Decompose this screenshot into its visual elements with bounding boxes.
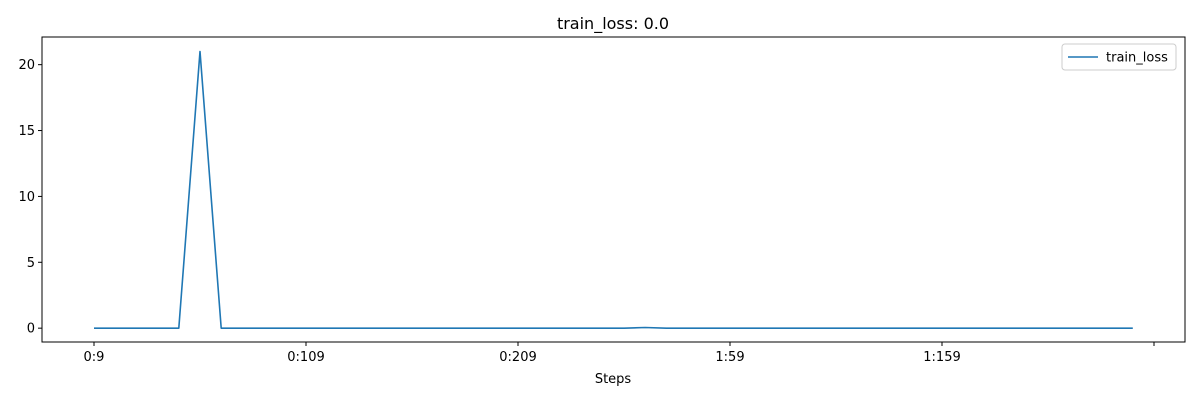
y-tick-label-4: 20 <box>18 58 35 73</box>
x-tick-label-1: 0:109 <box>287 350 324 365</box>
x-tick-label-4: 1:159 <box>923 350 960 365</box>
series-line-0 <box>94 50 1133 329</box>
chart-title: train_loss: 0.0 <box>557 14 669 34</box>
legend-box <box>1061 43 1177 71</box>
y-tick-label-1: 5 <box>27 256 35 271</box>
x-tick-label-3: 1:59 <box>715 350 744 365</box>
y-tick-label-2: 10 <box>18 190 35 205</box>
x-tick-label-0: 0:9 <box>84 350 105 365</box>
x-axis-label: Steps <box>595 372 632 387</box>
x-tick-label-2: 0:209 <box>499 350 536 365</box>
plot-area-frame <box>41 36 1186 343</box>
y-tick-label-0: 0 <box>27 322 35 337</box>
legend-label-0: train_loss <box>1106 51 1168 66</box>
y-tick-label-3: 15 <box>18 124 35 139</box>
